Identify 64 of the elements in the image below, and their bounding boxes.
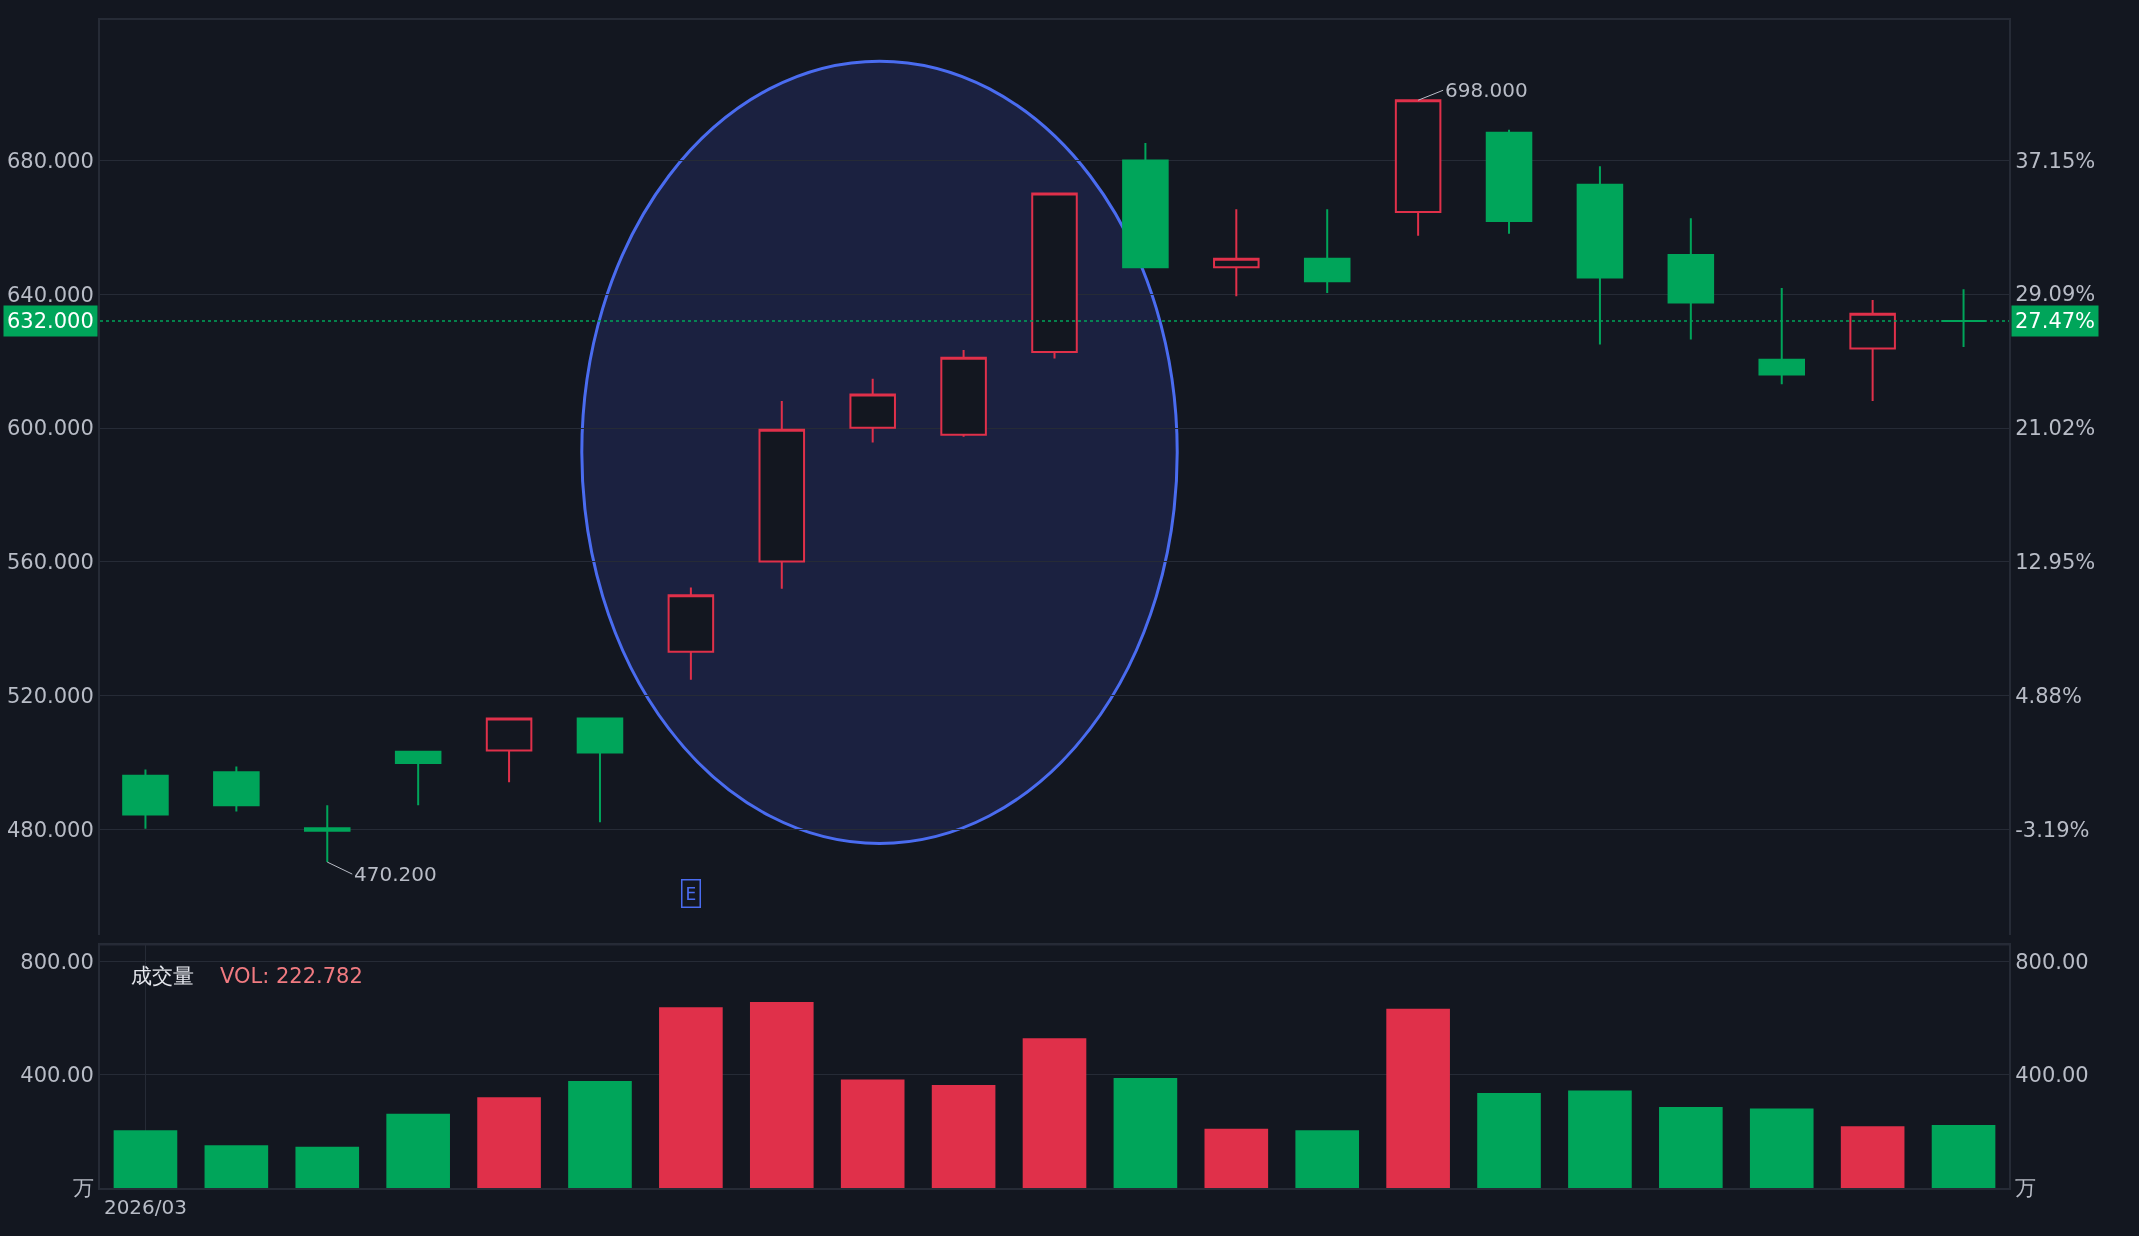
bar [840,1079,905,1188]
bar [1113,1078,1178,1188]
y2-tick-label: 800.00 [2015,949,2089,974]
bar [477,1097,541,1188]
y-tick-label: 600.000 [6,416,94,441]
y-tick-label: 800.00 [20,949,94,974]
candlestick [1031,192,1078,360]
candlestick [1122,142,1169,269]
bar [1477,1093,1541,1188]
candlestick [1394,99,1442,237]
bar [931,1084,996,1188]
bar [386,1113,450,1188]
candlestick [940,349,987,438]
y2-tick-label: 21.02% [2015,416,2096,441]
ref-line-label: 632.000 [7,309,94,333]
text: 成交量 [131,964,194,988]
candlestick [394,750,442,807]
candlestick [1485,128,1533,235]
candlestick [667,586,715,681]
candlestick [485,717,533,784]
bar [204,1145,269,1188]
candlestick [303,804,351,864]
y-tick-label: 400.00 [20,1063,94,1088]
candlestick [122,768,169,830]
y-tick-label: 560.000 [6,550,94,575]
y-tick-label: 480.000 [6,817,94,842]
bar [568,1080,632,1188]
x-tick-label: 2026/03 [103,1195,187,1219]
bar [659,1007,723,1188]
annotation: 470.200 [354,862,437,886]
candlestick [849,377,896,444]
y-tick-label: 520.000 [6,683,94,708]
bar [1568,1090,1632,1188]
y2-tick-label: 29.09% [2015,282,2096,307]
candlestick [213,765,260,813]
bar [1022,1038,1087,1188]
bar [1749,1108,1814,1188]
bar [1386,1008,1450,1188]
annotation: 698.000 [1445,78,1528,102]
bar [1659,1107,1723,1188]
y-tick-label: 万 [72,1176,94,1201]
bar [749,1001,814,1188]
bar [113,1130,178,1188]
y2-tick-label: 37.15% [2015,148,2096,173]
y2-tick-label: 12.95% [2015,550,2096,575]
candlestick [1849,298,1896,402]
candlestick [1213,208,1260,298]
y2-tick-label: 万 [2015,1176,2037,1201]
y-tick-label: 680.000 [6,148,94,173]
annotation: VOL: 222.782 [220,964,363,988]
y2-tick-label: 4.88% [2015,683,2082,708]
candlestick [758,399,806,590]
text: 27.47% [2015,309,2096,333]
bar [1204,1128,1269,1188]
y-tick-label: 640.000 [6,282,94,307]
bar [1295,1130,1360,1188]
y2-tick-label: -3.19% [2015,817,2090,842]
bar [1931,1124,1996,1188]
candlestick [576,716,624,824]
y2-tick-label: 400.00 [2015,1063,2089,1088]
candlestick [1303,208,1351,294]
bar [1840,1126,1905,1188]
bar [295,1146,360,1188]
annotation: E [685,883,697,904]
